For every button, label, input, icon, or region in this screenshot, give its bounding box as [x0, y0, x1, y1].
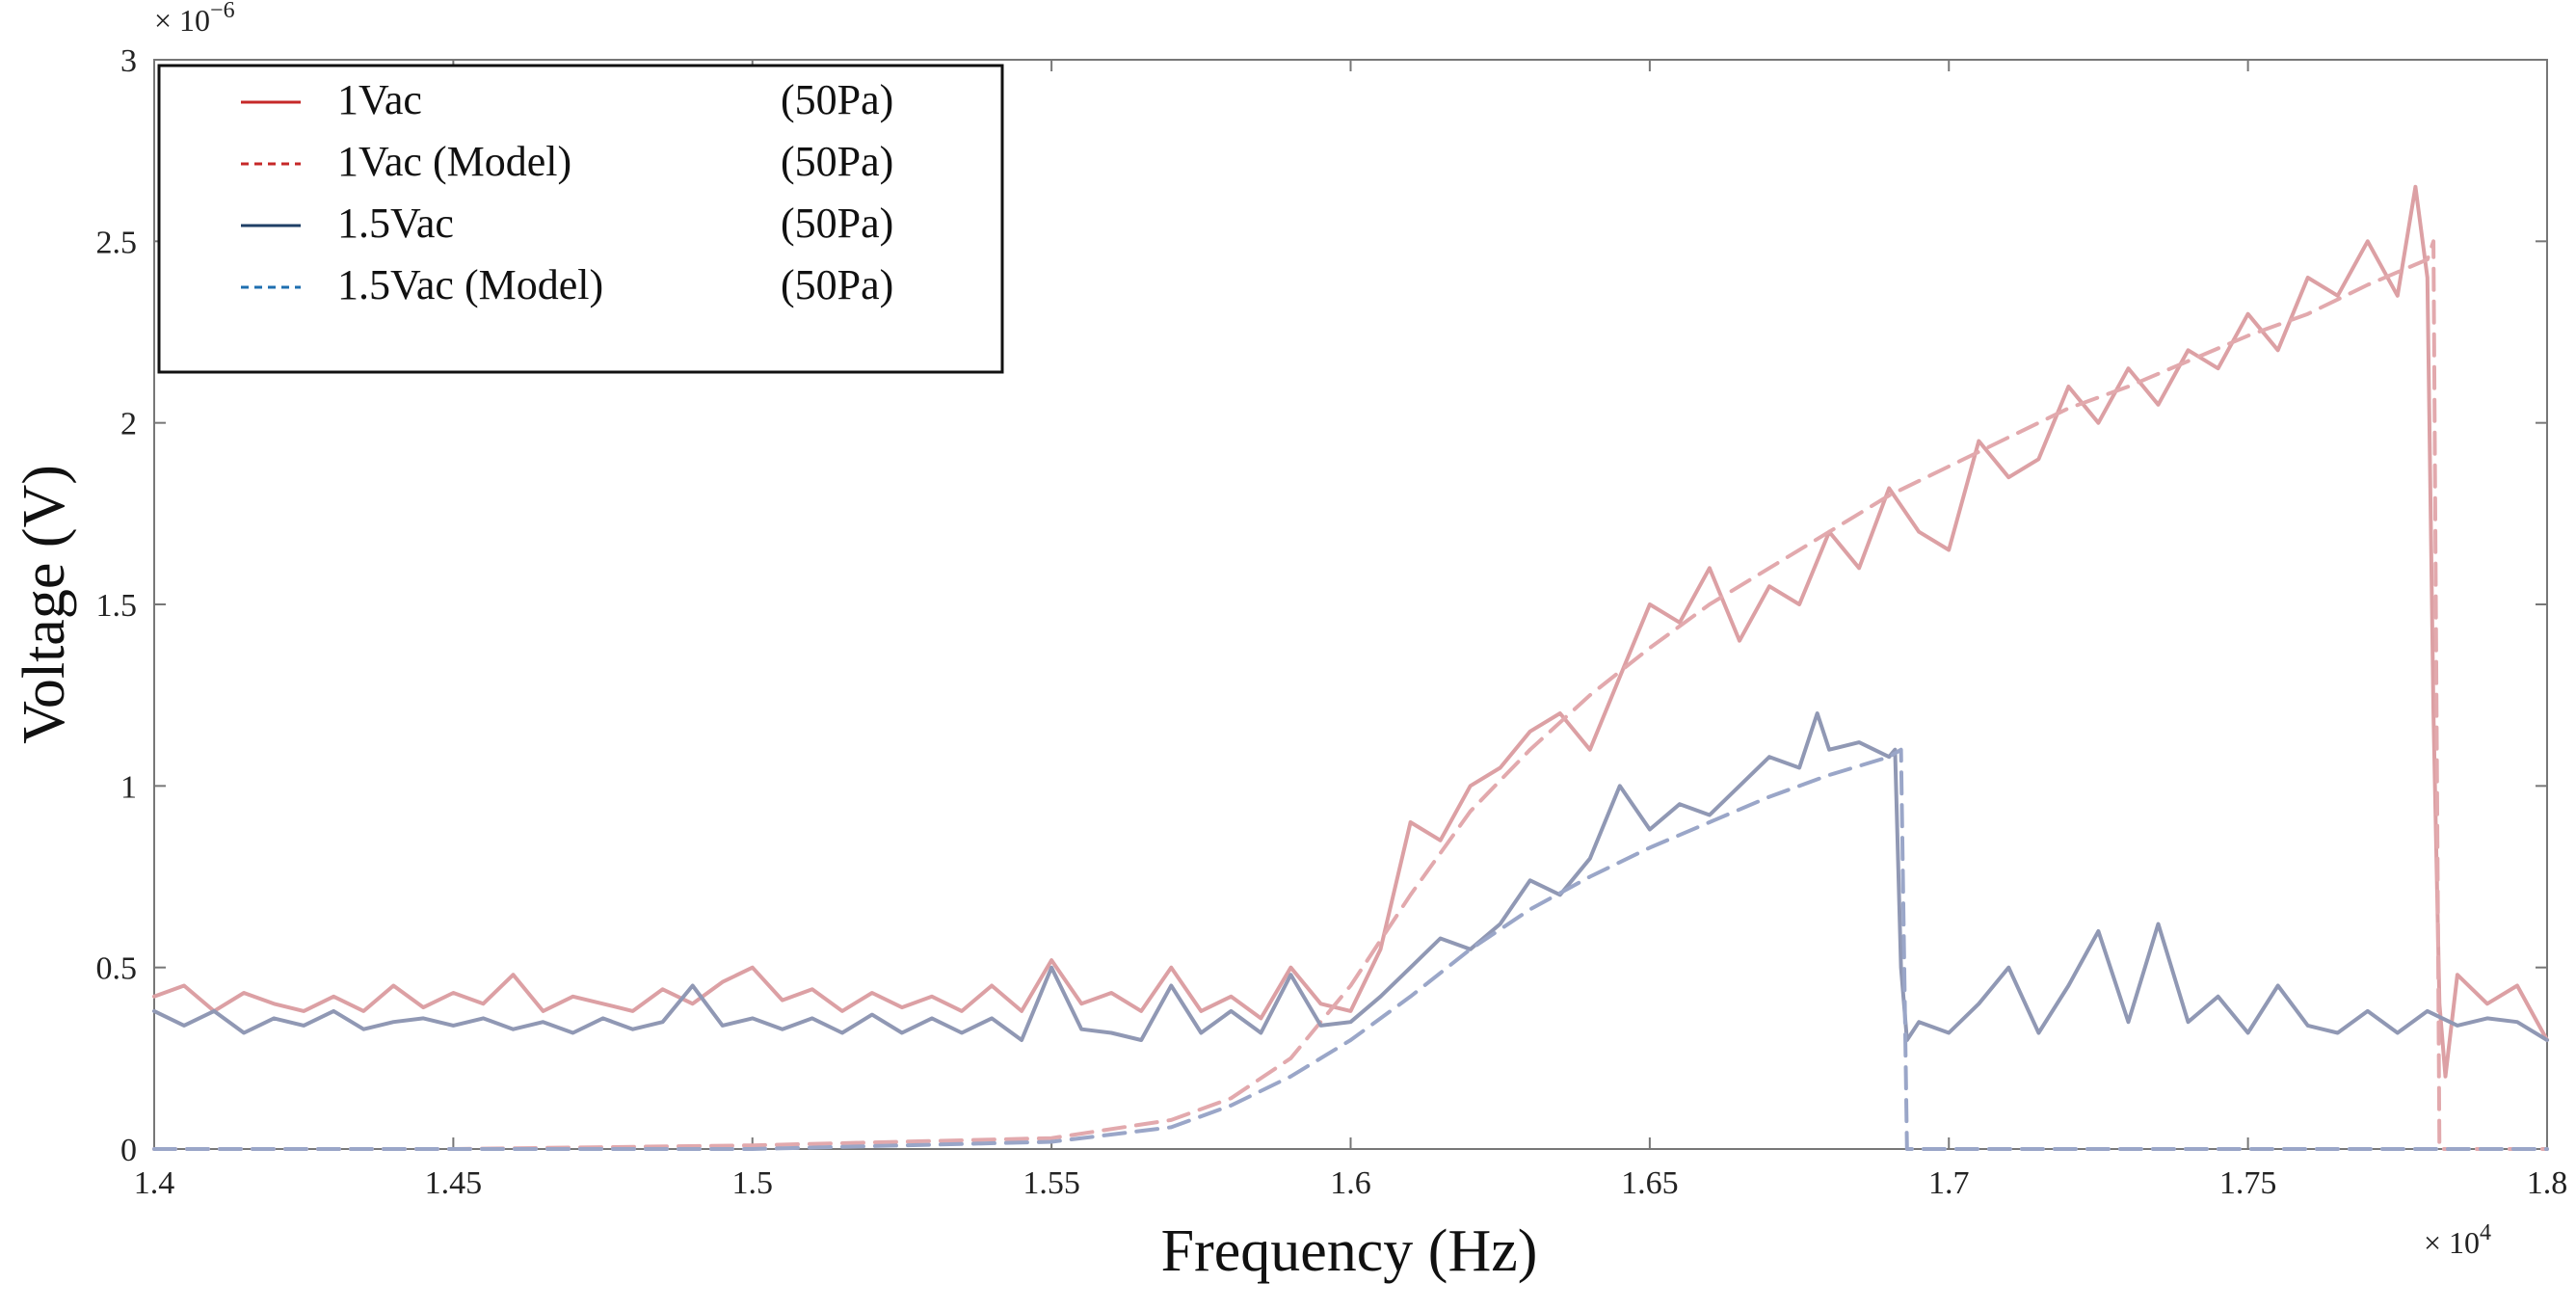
x-tick-label: 1.75	[2219, 1165, 2277, 1201]
series-line-3	[152, 711, 2549, 1042]
legend-label: 1.5Vac (Model)	[337, 261, 603, 308]
x-tick-label: 1.65	[1621, 1165, 1679, 1201]
legend-condition: (50Pa)	[781, 138, 893, 185]
y-axis-multiplier: × 10−6	[154, 0, 235, 38]
x-axis-ticks: 1.4 1.45 1.5 1.55 1.6 1.65 1.7 1.75 1.8	[134, 60, 2568, 1201]
x-tick-label: 1.6	[1330, 1165, 1371, 1201]
x-axis-multiplier: × 104	[2424, 1220, 2491, 1260]
x-tick-label: 1.8	[2527, 1165, 2568, 1201]
y-tick-label: 0	[120, 1133, 137, 1168]
y-tick-label: 0.5	[96, 951, 138, 987]
y-tick-label: 1.5	[96, 588, 138, 624]
legend-box	[157, 64, 1004, 374]
series-line-4	[152, 747, 2549, 1151]
legend-label: 1Vac	[337, 76, 422, 123]
series-layer	[152, 184, 2549, 1151]
legend-condition: (50Pa)	[781, 200, 893, 247]
y-tick-label: 3	[120, 43, 137, 79]
legend-label: 1.5Vac	[337, 200, 454, 247]
x-tick-label: 1.55	[1022, 1165, 1080, 1201]
x-tick-label: 1.45	[425, 1165, 483, 1201]
y-tick-label: 2	[120, 407, 137, 442]
y-axis-ticks: 0 0.5 1 1.5 2 2.5 3	[96, 43, 2547, 1168]
series-line-2	[152, 239, 2549, 1151]
x-axis-title: Frequency (Hz)	[1161, 1218, 1538, 1284]
x-tick-label: 1.5	[732, 1165, 774, 1201]
legend: 1Vac (50Pa) 1Vac (Model) (50Pa) 1.5Vac (50Pa)…	[157, 64, 1004, 374]
series-line-1	[152, 184, 2549, 1079]
legend-condition: (50Pa)	[781, 76, 893, 123]
y-tick-label: 1	[120, 769, 137, 805]
y-tick-label: 2.5	[96, 225, 138, 260]
legend-label: 1Vac (Model)	[337, 138, 571, 185]
y-axis-title: Voltage (V)	[12, 465, 77, 744]
x-tick-label: 1.7	[1928, 1165, 1970, 1201]
legend-condition: (50Pa)	[781, 261, 893, 308]
x-tick-label: 1.4	[134, 1165, 175, 1201]
